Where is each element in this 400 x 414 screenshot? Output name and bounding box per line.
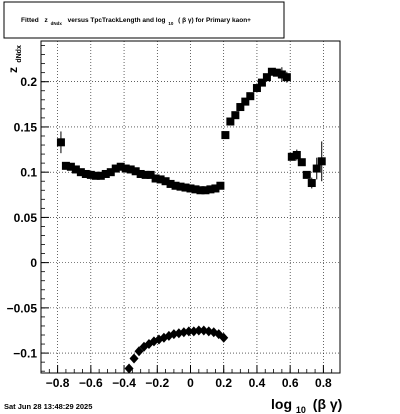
data-point-square — [241, 97, 250, 106]
data-point-square — [201, 186, 210, 195]
data-point-square — [221, 131, 230, 140]
y-axis-title-sub: dNdx — [16, 45, 23, 63]
y-tick-labels: −0.1 −0.05 0 0.05 0.1 0.15 0.2 — [7, 75, 38, 360]
data-point-square — [287, 152, 296, 161]
data-point-square — [262, 73, 271, 82]
x-tick-label: 0.6 — [282, 376, 299, 390]
title-middle: versus TpcTrackLength and log — [68, 17, 166, 24]
x-axis-title-main: log — [271, 396, 292, 412]
data-point-square — [307, 179, 316, 188]
data-point-square — [282, 73, 291, 82]
data-point-square — [141, 170, 150, 179]
data-point-square — [76, 168, 85, 177]
x-tick-label: −0.8 — [46, 376, 70, 390]
data-point-square — [101, 169, 110, 178]
data-point-square — [96, 171, 105, 180]
x-tick-label: −0.2 — [145, 376, 169, 390]
data-point-square — [211, 184, 220, 193]
data-point-diamond — [184, 326, 194, 337]
y-tick-label: 0.2 — [20, 75, 37, 89]
y-axis-title-main: z — [6, 67, 20, 73]
data-point-square — [181, 183, 190, 192]
grid-lines — [41, 41, 340, 373]
data-point-square — [156, 175, 165, 184]
title-log-subscript: 10 — [168, 21, 174, 26]
y-tick-label: 0 — [30, 256, 37, 270]
data-point-diamond — [124, 363, 134, 374]
data-point-square — [226, 117, 235, 126]
x-tick-label: 0 — [187, 376, 194, 390]
data-point-square — [257, 78, 266, 87]
data-point-square — [106, 168, 115, 177]
data-markers — [56, 67, 326, 374]
data-point-diamond — [129, 353, 139, 364]
x-tick-label: 0.4 — [249, 376, 266, 390]
data-point-diamond — [219, 332, 229, 343]
x-tick-label: 0.8 — [315, 376, 332, 390]
data-point-square — [176, 182, 185, 191]
x-tick-label: −0.6 — [79, 376, 103, 390]
title-z-subscript: dNdx — [51, 21, 63, 26]
y-tick-label: 0.15 — [14, 120, 38, 134]
y-axis-title: z dNdx — [6, 45, 23, 73]
data-point-square — [236, 103, 245, 112]
x-tick-label: −0.4 — [112, 376, 136, 390]
data-point-diamond — [194, 325, 204, 336]
data-point-square — [161, 177, 170, 186]
x-axis-title-sub: 10 — [296, 405, 306, 414]
data-point-square — [116, 162, 125, 171]
data-point-square — [297, 158, 306, 167]
y-tick-label: 0.05 — [14, 211, 38, 225]
data-point-square — [277, 70, 286, 79]
data-point-square — [186, 184, 195, 193]
y-tick-label: −0.1 — [13, 347, 37, 361]
data-point-square — [206, 185, 215, 194]
data-point-square — [126, 165, 135, 174]
y-tick-label: −0.05 — [7, 301, 38, 315]
data-point-square — [71, 165, 80, 174]
timestamp: Sat Jun 28 13:48:29 2025 — [4, 402, 92, 411]
data-point-square — [246, 92, 255, 101]
data-point-square — [216, 181, 225, 190]
data-point-square — [191, 185, 200, 194]
data-point-square — [136, 169, 145, 178]
x-axis-title-tail: (β γ) — [313, 396, 343, 412]
data-point-diamond — [134, 346, 144, 357]
data-point-square — [86, 170, 95, 179]
x-tick-label: 0.2 — [215, 376, 232, 390]
data-point-square — [252, 84, 261, 93]
data-point-square — [61, 161, 70, 170]
data-point-square — [56, 138, 65, 147]
title-z-symbol: z — [45, 17, 49, 24]
data-point-square — [196, 186, 205, 195]
data-point-square — [151, 174, 160, 183]
svg-text:Fitted z dNdx: Fitted z dNdx versus TpcTrackLength and … — [21, 17, 251, 27]
title-box: Fitted z dNdx versus TpcTrackLength and … — [3, 1, 285, 39]
data-point-square — [171, 181, 180, 190]
x-axis-title: log 10 (β γ) — [271, 396, 342, 414]
title-suffix: ( β γ) for Primary kaon+ — [178, 17, 251, 24]
title-prefix: Fitted — [21, 17, 39, 24]
data-point-square — [302, 170, 311, 179]
data-point-square — [272, 68, 281, 77]
data-point-square — [91, 171, 100, 180]
data-point-square — [66, 162, 75, 171]
data-point-square — [81, 169, 90, 178]
data-point-square — [312, 164, 321, 173]
axis-ticks — [40, 45, 341, 373]
data-point-square — [131, 167, 140, 176]
data-point-square — [292, 150, 301, 159]
y-tick-label: 0.1 — [20, 166, 37, 180]
data-point-square — [317, 157, 326, 166]
data-point-square — [267, 67, 276, 76]
data-point-square — [231, 111, 240, 120]
data-point-square — [166, 179, 175, 188]
data-point-square — [111, 164, 120, 173]
data-point-square — [146, 170, 155, 179]
data-point-square — [121, 164, 130, 173]
x-tick-labels: −0.8 −0.6 −0.4 −0.2 0 0.2 0.4 0.6 0.8 — [46, 376, 332, 390]
